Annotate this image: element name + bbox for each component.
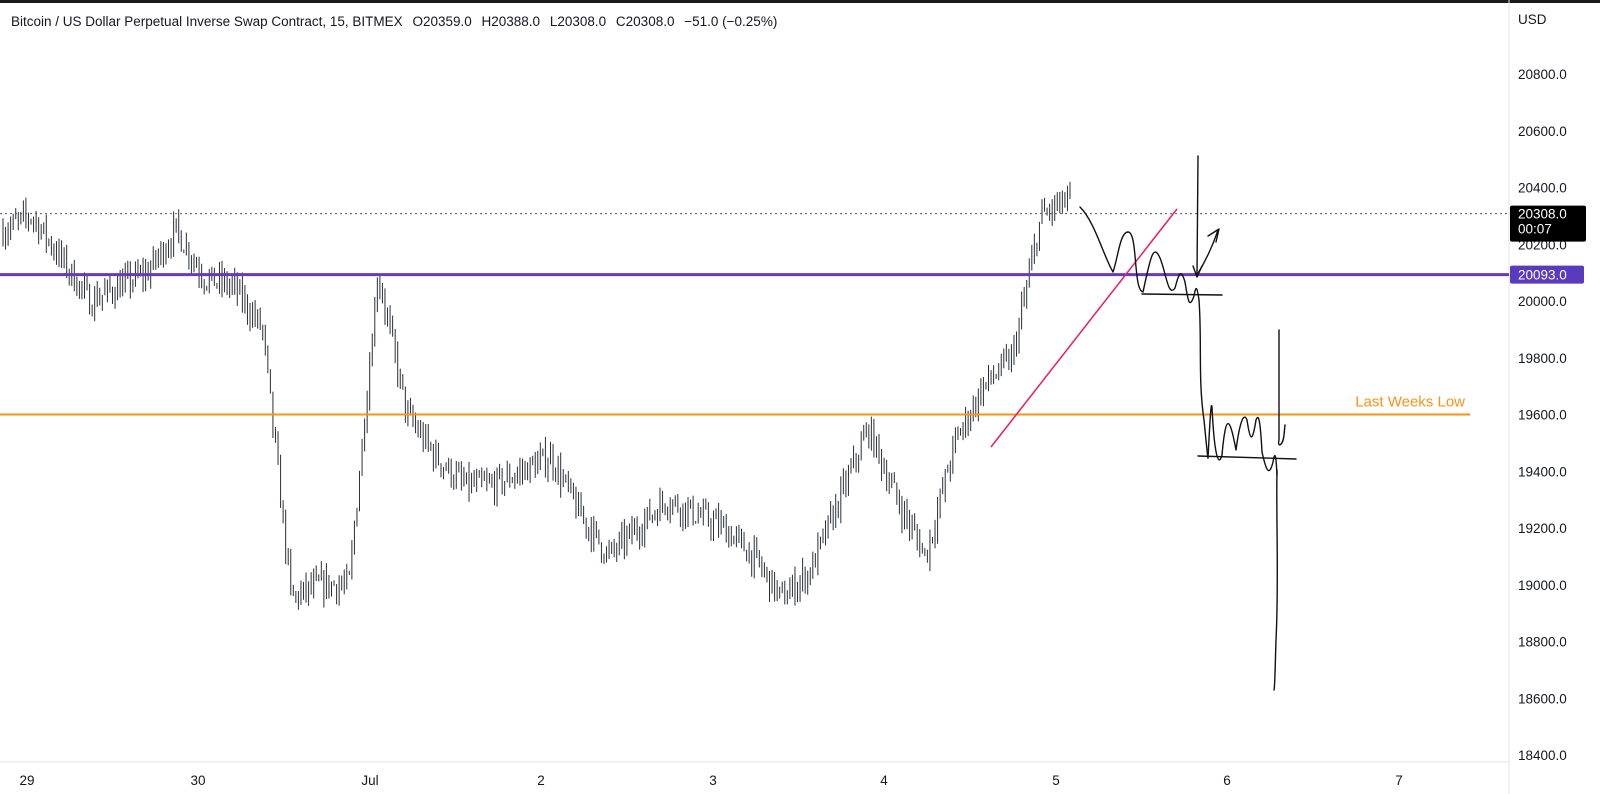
time-tick-label: Jul xyxy=(361,773,378,788)
last-weeks-low-label: Last Weeks Low xyxy=(1355,394,1465,411)
price-tick-label: 19000.0 xyxy=(1518,578,1567,593)
top-border xyxy=(0,0,1600,3)
drawn-support-lower xyxy=(1197,455,1297,460)
ohlc-open: O20359.0 xyxy=(412,14,472,29)
price-tick-label: 19800.0 xyxy=(1518,351,1567,366)
drawn-path-upper xyxy=(1079,206,1200,304)
price-tick-label: 20400.0 xyxy=(1518,181,1567,196)
time-tick-label: 5 xyxy=(1052,773,1060,788)
price-tick-label: 20800.0 xyxy=(1518,67,1567,82)
price-tick-label: 19200.0 xyxy=(1518,521,1567,536)
price-tick-label: 20000.0 xyxy=(1518,294,1567,309)
hand-drawn-projection xyxy=(1079,155,1297,691)
bar-countdown: 00:07 xyxy=(1518,222,1552,237)
time-tick-label: 3 xyxy=(709,773,717,788)
time-tick-label: 7 xyxy=(1395,773,1403,788)
time-tick-label: 30 xyxy=(190,773,205,788)
drawn-path-drop xyxy=(1198,299,1209,459)
drawn-spike-up xyxy=(1277,329,1286,446)
price-tick-label: 18400.0 xyxy=(1518,748,1567,763)
drawn-arrow-up xyxy=(1196,228,1220,276)
trend-line[interactable] xyxy=(990,208,1178,448)
candlestick-series xyxy=(2,181,1071,610)
price-tick-label: 19400.0 xyxy=(1518,464,1567,479)
time-tick-label: 29 xyxy=(19,773,34,788)
symbol-legend: Bitcoin / US Dollar Perpetual Inverse Sw… xyxy=(11,14,783,29)
time-tick-label: 4 xyxy=(880,773,888,788)
time-tick-label: 6 xyxy=(1223,773,1231,788)
purple-level-tag xyxy=(1510,265,1584,284)
time-axis-labels: 29 30 Jul 2 3 4 5 6 7 xyxy=(19,773,1402,788)
price-tick-label: 18600.0 xyxy=(1518,691,1567,706)
drawn-final-drop xyxy=(1273,469,1279,691)
price-tick-label: 19600.0 xyxy=(1518,408,1567,423)
symbol-title: Bitcoin / US Dollar Perpetual Inverse Sw… xyxy=(11,14,403,29)
last-price-tag xyxy=(1510,205,1586,242)
currency-label: USD xyxy=(1518,12,1547,27)
time-tick-label: 2 xyxy=(537,773,545,788)
drawn-path-lower xyxy=(1207,404,1278,476)
drawn-support-upper xyxy=(1141,293,1223,296)
price-tick-label: 18800.0 xyxy=(1518,635,1567,650)
purple-level-value: 20093.0 xyxy=(1518,268,1567,283)
last-price-value: 20308.0 xyxy=(1518,207,1567,222)
ohlc-close: C20308.0 xyxy=(615,14,675,29)
ohlc-low: L20308.0 xyxy=(549,14,607,29)
price-tick-label: 20600.0 xyxy=(1518,124,1567,139)
ohlc-high: H20388.0 xyxy=(481,14,541,29)
ohlc-change: −51.0 (−0.25%) xyxy=(684,14,778,29)
